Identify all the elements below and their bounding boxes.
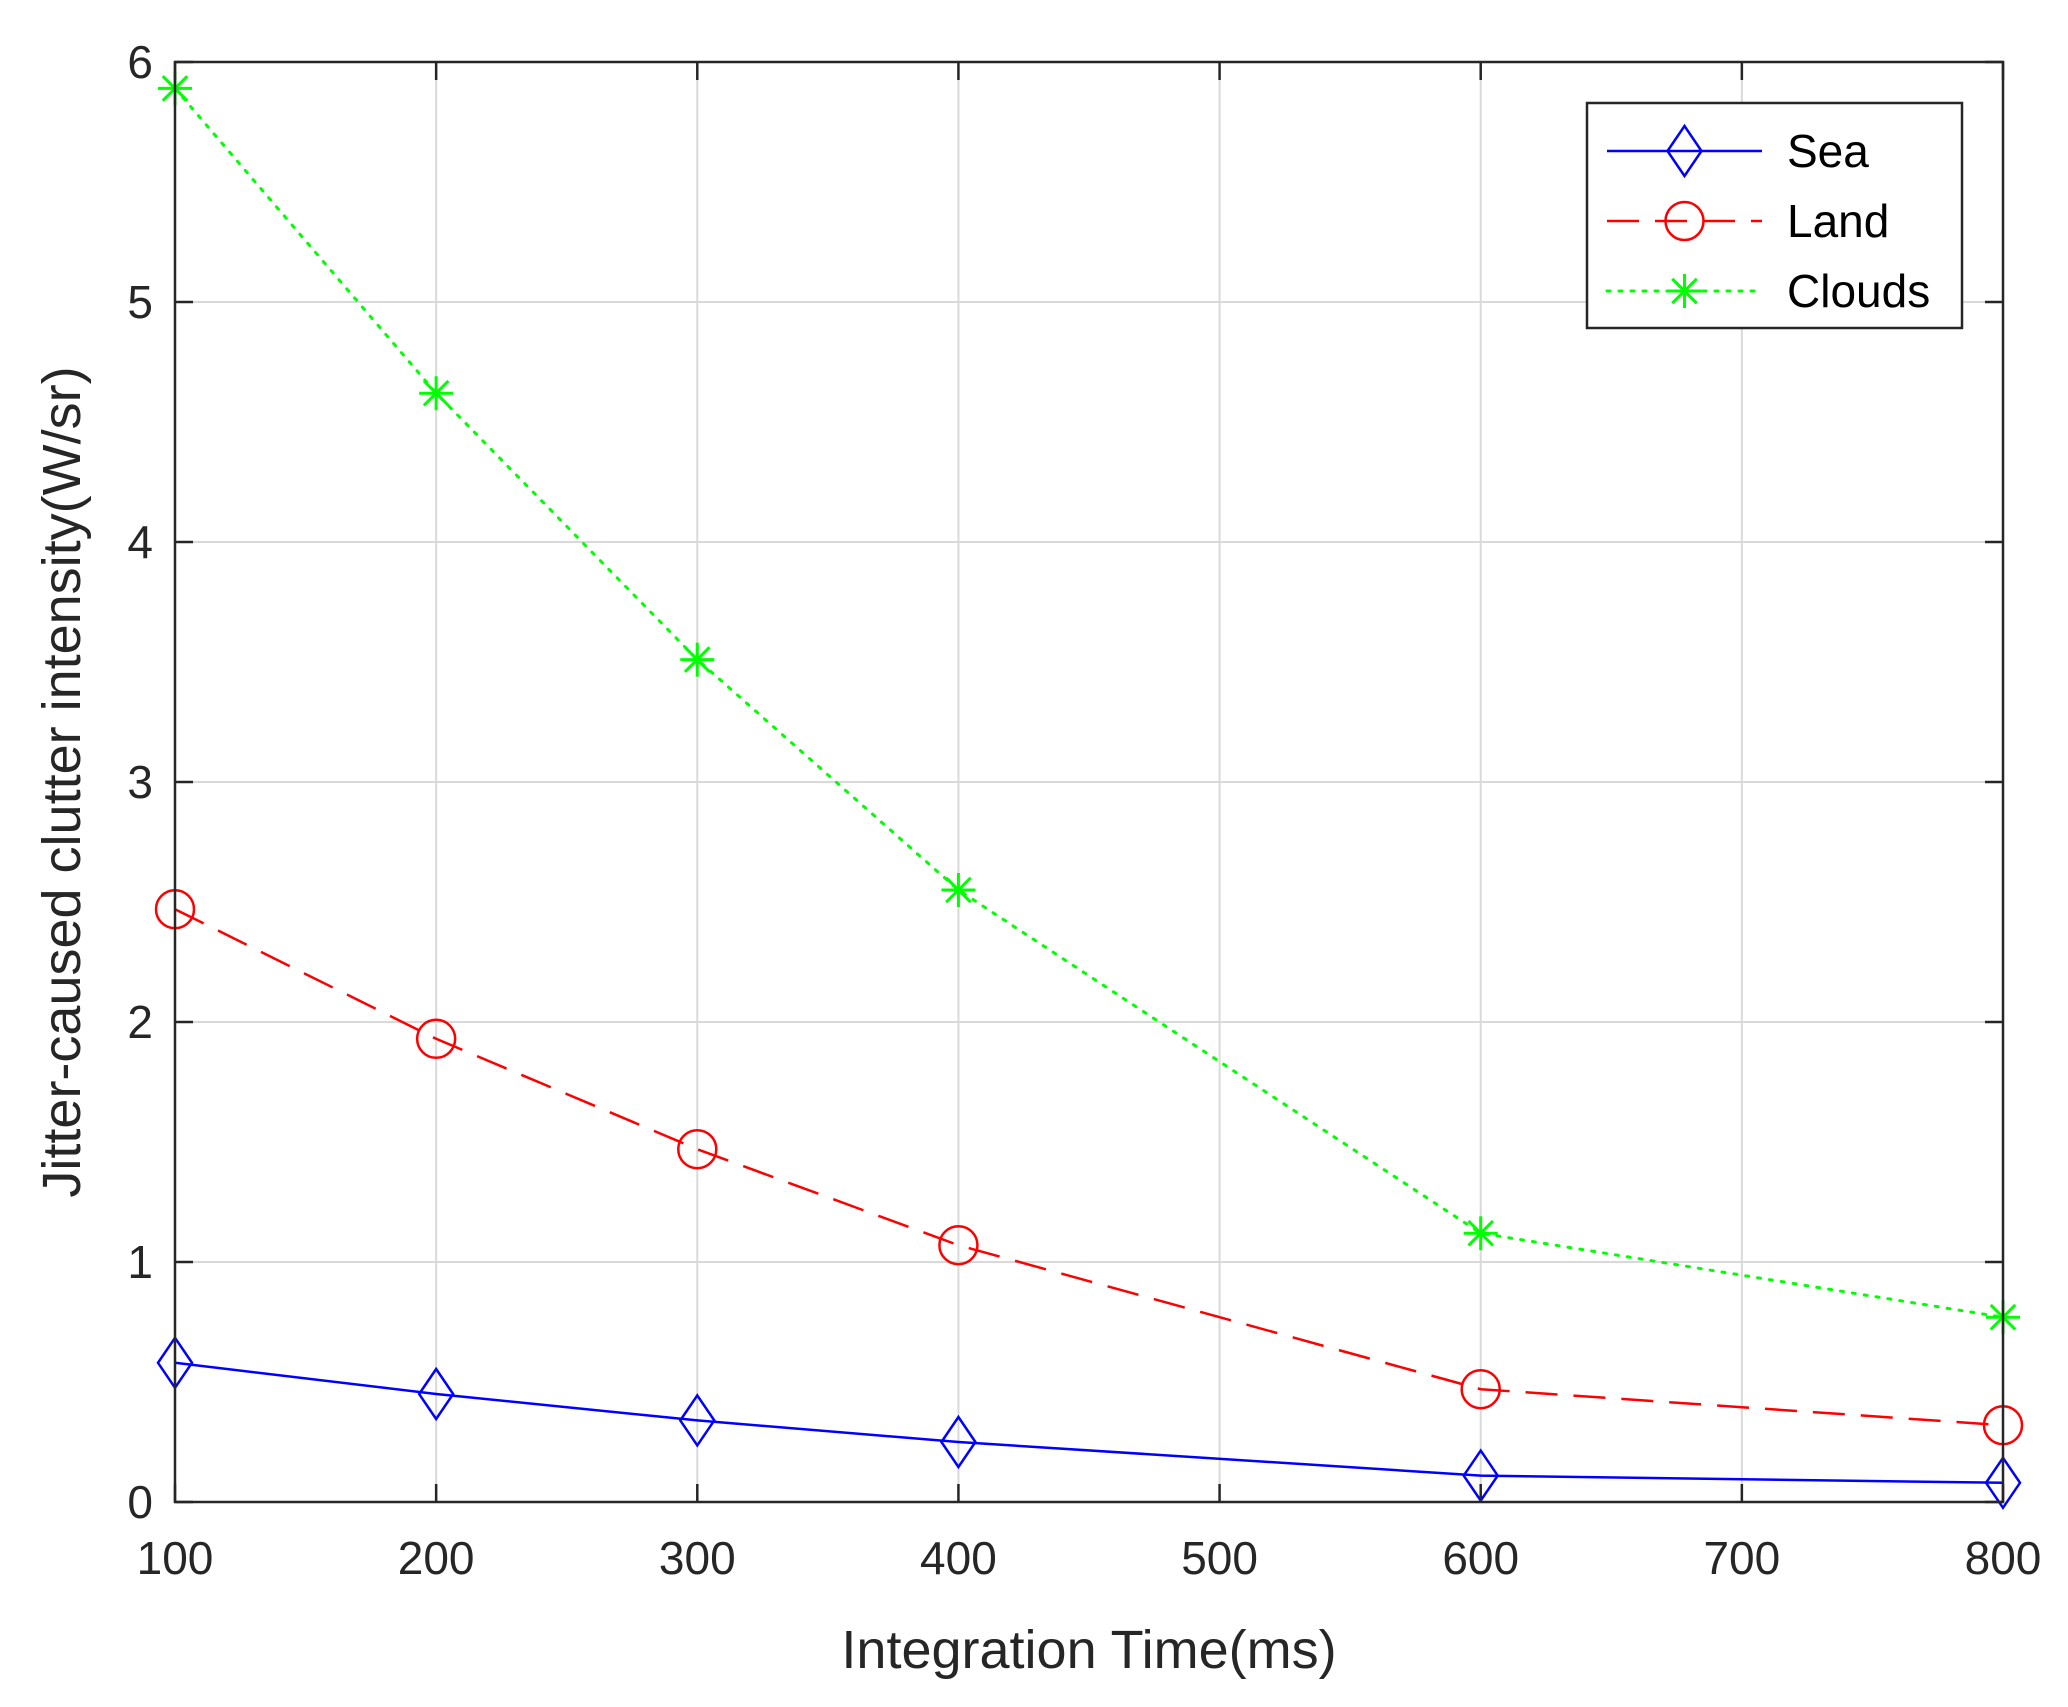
x-tick-label-500: 500 xyxy=(1181,1532,1258,1584)
legend: Sea Land Clouds xyxy=(1585,101,1964,330)
point-sea-200 xyxy=(417,1366,455,1422)
point-sea-800 xyxy=(1984,1455,2022,1511)
point-clouds-300 xyxy=(680,642,715,677)
y-tick-label-6: 6 xyxy=(127,36,153,88)
point-clouds-400 xyxy=(941,873,976,907)
axis-ticks: 100 200 300 400 500 600 700 800 0 1 2 3 4 5 6 xyxy=(127,36,2041,1584)
x-tick-label-100: 100 xyxy=(137,1532,214,1584)
series-line-clouds xyxy=(173,86,2005,1319)
series-line-sea xyxy=(174,1361,2004,1485)
point-land-400 xyxy=(938,1224,979,1266)
legend-label-sea: Sea xyxy=(1787,125,1869,177)
point-clouds-600 xyxy=(1463,1216,1498,1251)
legend-box xyxy=(1585,101,1964,330)
point-land-600 xyxy=(1460,1368,1501,1410)
y-axis-title: Jitter-caused clutter intensity(W/sr) xyxy=(32,366,92,1197)
point-sea-300 xyxy=(678,1393,716,1448)
y-tick-label-2: 2 xyxy=(127,996,153,1048)
y-tick-label-0: 0 xyxy=(127,1476,153,1528)
point-land-300 xyxy=(677,1128,718,1170)
legend-entry-clouds: Clouds xyxy=(1605,265,1930,317)
x-tick-label-800: 800 xyxy=(1965,1532,2042,1584)
legend-label-clouds: Clouds xyxy=(1787,265,1930,317)
series-layer xyxy=(154,71,2024,1511)
y-tick-label-1: 1 xyxy=(127,1236,153,1288)
x-tick-label-200: 200 xyxy=(398,1532,475,1584)
y-tick-label-3: 3 xyxy=(127,756,153,808)
point-clouds-200 xyxy=(419,376,454,411)
legend-marker-sea xyxy=(1665,123,1704,179)
point-sea-400 xyxy=(939,1414,977,1470)
legend-marker-clouds xyxy=(1667,274,1702,308)
x-tick-label-600: 600 xyxy=(1442,1532,1519,1584)
series-land xyxy=(154,888,2024,1446)
series-line-land xyxy=(174,908,2004,1427)
x-tick-label-300: 300 xyxy=(659,1532,736,1584)
legend-marker-land xyxy=(1664,200,1705,242)
y-tick-label-5: 5 xyxy=(127,276,153,328)
legend-entry-land: Land xyxy=(1607,195,1889,247)
x-tick-label-400: 400 xyxy=(920,1532,997,1584)
x-tick-label-700: 700 xyxy=(1703,1532,1780,1584)
series-sea xyxy=(156,1335,2022,1511)
point-land-200 xyxy=(415,1018,457,1060)
legend-entry-sea: Sea xyxy=(1607,123,1869,179)
legend-label-land: Land xyxy=(1787,195,1889,247)
x-axis-title: Integration Time(ms) xyxy=(841,1620,1336,1680)
y-tick-label-4: 4 xyxy=(127,516,153,568)
